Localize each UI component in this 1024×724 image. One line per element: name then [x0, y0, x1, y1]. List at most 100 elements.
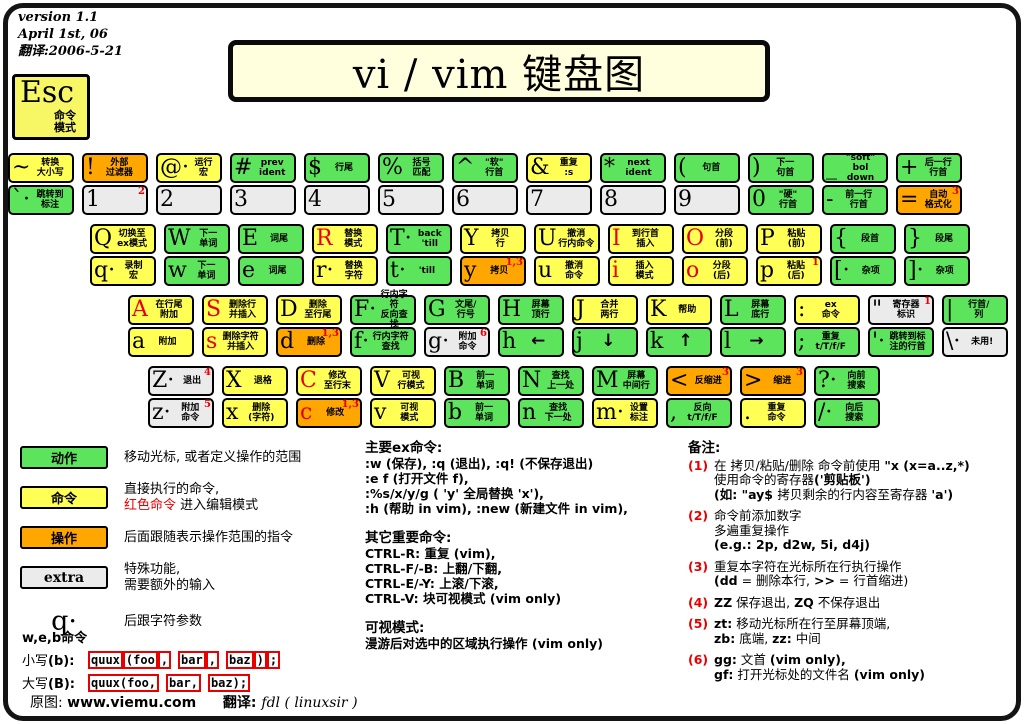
key-s-top: S 删除行 并插入: [202, 295, 268, 325]
key-minus-top: _ "soft" bol down: [822, 153, 888, 183]
key-glyph: !: [86, 155, 95, 181]
key-glyph: Q: [94, 226, 113, 252]
key-glyph: i: [612, 258, 620, 284]
key-glyph: >: [744, 368, 763, 394]
key-h: H 屏幕 顶行 h ←: [498, 295, 564, 357]
legend-line: 需要额外的输入: [124, 577, 216, 593]
key-label: 屏幕 底行: [751, 299, 770, 320]
key-y-top: Y 拷贝 行: [460, 224, 526, 254]
key-label: 删除字符 并插入: [222, 331, 259, 352]
note-line: (dd = 删除本行, >> = 行首缩进): [714, 573, 1018, 589]
key-glyph: w: [168, 258, 187, 284]
ex-command-line: :%s/x/y/g ( 'y' 全局替换 'x'),: [365, 486, 544, 501]
key-u-bottom: u 撤消 命令: [534, 256, 600, 286]
key-label: 删除: [307, 336, 326, 347]
key-z: Z· 退出 4 z· 附加 命令 5: [148, 366, 214, 428]
key-label: 行尾: [334, 162, 353, 173]
key-6-bottom: 6: [452, 185, 518, 215]
key-label: 转换 大小写: [36, 157, 64, 178]
legend-item-3: 操作 后面跟随表示操作范围的指令: [20, 526, 301, 550]
text-segment: (b):: [48, 654, 75, 669]
key-glyph: -: [826, 187, 834, 213]
key-label: 运行 宏: [194, 157, 213, 178]
text-segment: 命令前添加数字: [714, 508, 802, 523]
key-label: back 'till: [417, 228, 442, 249]
key-label: 修改 至行末: [323, 370, 351, 391]
web-example-row-2: 大写(B): quux(foo, bar, baz);: [22, 673, 280, 692]
key-w-top: W 下一 单词: [164, 224, 230, 254]
word-box: bar,: [166, 673, 201, 692]
key-note-ref: 1: [924, 296, 931, 307]
key-glyph: y: [464, 258, 477, 284]
key-label: 行内字符 反向查找: [380, 289, 408, 331]
key-glyph: j: [576, 329, 583, 355]
key-comma-top: < 反缩进 3: [666, 366, 732, 396]
key-glyph: *: [604, 155, 615, 181]
key-slash-top: ?· 向前 搜索: [814, 366, 880, 396]
legend-line: 直接执行的命令,: [124, 482, 220, 497]
key-label: "软" 行首: [485, 157, 504, 178]
key-equals: + 后一行 行首 = 自动 格式化 3: [896, 153, 962, 215]
key-a-bottom: a 附加: [128, 327, 194, 357]
key-7-bottom: 7: [526, 185, 592, 215]
version-line-3: 翻译:2006-5-21: [18, 43, 123, 59]
key-glyph: S: [206, 297, 222, 323]
key-glyph: 6: [456, 187, 470, 213]
key-r-bottom: r· 替换 字符: [312, 256, 378, 286]
key-5-bottom: 5: [378, 185, 444, 215]
text-segment: (vim only),: [769, 652, 846, 667]
key-j-bottom: j ↓: [572, 327, 638, 357]
note-line: (如: "ay$ 拷贝剩余的行内容至寄存器 'a'): [714, 486, 1018, 503]
legend: 动作 移动光标, 或者定义操作的范围 命令 直接执行的命令, 红色命令 进入编辑模式 操作…: [20, 446, 301, 650]
keyboard: ~ 转换 大小写 `· 跳转到 标注! 外部 过滤器 1 2 @· 运行 宏 2 # prev ide…: [0, 153, 1008, 437]
key-note-ref: 1,3: [341, 399, 359, 410]
text-segment: fdl ( linuxsir ): [261, 695, 358, 711]
text-segment: 文首: [736, 652, 770, 667]
key-o-bottom: o 分段 (后): [682, 256, 748, 286]
word-box: bar: [178, 650, 206, 669]
key-2-top: @· 运行 宏: [156, 153, 222, 183]
key-t-bottom: t· 'till: [386, 256, 452, 286]
key-glyph: 3: [234, 187, 248, 213]
key-quote-bottom: '· 跳转到标 注的行首: [868, 327, 934, 357]
key-p: P 粘贴 (前) p 粘贴 (后) 1: [756, 224, 822, 286]
key-semicolon-top: : ex 命令: [794, 295, 860, 325]
ex-command-line: :e f (打开文件 f),: [365, 471, 469, 486]
key-label: 段尾: [934, 233, 953, 244]
key-label: 词尾: [270, 233, 289, 244]
key-glyph: |: [946, 297, 954, 323]
key-glyph: :: [798, 297, 806, 323]
note-item-2: (2) 命令前添加数字 多遍重复操作 (e.g.: 2p, d2w, 5i, d4j): [688, 508, 1018, 553]
key-glyph: ^: [456, 155, 475, 181]
key-glyph: Y: [464, 226, 479, 252]
key-glyph: ?·: [818, 368, 837, 394]
text-segment: www.viemu.com: [67, 695, 197, 711]
key-v-top: V 可视 行模式: [370, 366, 436, 396]
key-2-bottom: 2: [156, 185, 222, 215]
key-9: (句首 9: [674, 153, 740, 215]
key-row-2: Q 切换至 ex模式 q· 录制 宏 W 下一 单词 w 下一 单词 E 词尾 e 词尾 R 替换 模式 r…: [90, 224, 1008, 286]
key-glyph: 8: [604, 187, 618, 213]
legend-line: 红色命令 进入编辑模式: [124, 498, 258, 514]
note-item-3: (3) 重复本字符在光标所在行执行操作 (dd = 删除本行, >> = 行首缩进): [688, 559, 1018, 589]
text-segment: (如:: [714, 486, 742, 502]
key-s: S 删除行 并插入 s 删除字符 并插入: [202, 295, 268, 357]
key-glyph: @·: [160, 155, 189, 181]
word-box: baz: [225, 650, 254, 669]
key-1: ! 外部 过滤器 1 2: [82, 153, 148, 215]
text-segment: "ay$: [741, 486, 778, 502]
key-k: K 帮助 k ↑: [646, 295, 712, 357]
key-m-bottom: m· 设置 标注: [592, 398, 658, 428]
key-glyph: #: [234, 155, 253, 181]
key-t-top: T· back 'till: [386, 224, 452, 254]
text-segment: ZZ: [714, 594, 733, 610]
word-box: quux(foo,: [88, 673, 160, 692]
key-5: % 括号 匹配 5: [378, 153, 444, 215]
key-label: 设置 标注: [629, 402, 648, 423]
key-glyph: L: [724, 297, 739, 323]
legend-text: 特殊功能, 需要额外的输入: [124, 562, 215, 593]
text-segment: zb:: [714, 630, 736, 646]
note-number: (2): [688, 508, 709, 523]
text-segment: (vim only): [853, 666, 925, 682]
